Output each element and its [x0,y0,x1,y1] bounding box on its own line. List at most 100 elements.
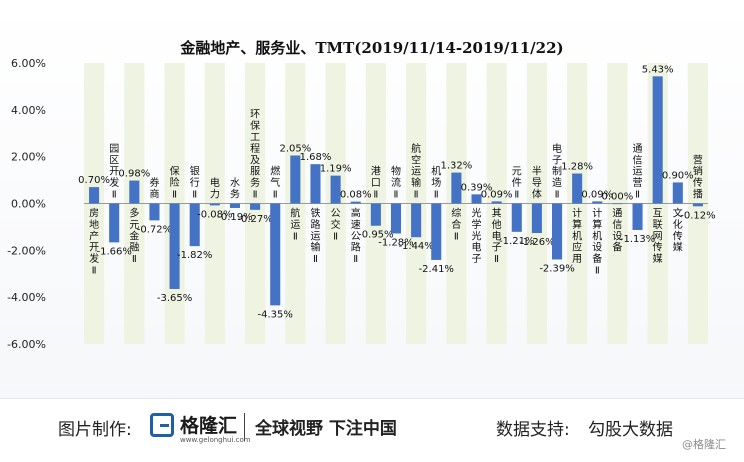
x-category-label: 物流 Ⅱ [391,165,401,201]
data-label: 1.32% [440,161,472,172]
x-category-label: 计算机设备 Ⅱ [592,207,602,277]
x-category-label: 铁路运输 Ⅱ [310,207,320,266]
bar [552,203,563,260]
bar [270,203,281,306]
data-label: -2.41% [419,264,454,275]
x-category-label: 通信设备 [612,208,622,254]
image-credit-label: 图片制作: [58,420,132,440]
x-category-label: 环保工程及服务 Ⅱ [250,110,260,201]
data-label: 0.98% [118,169,150,180]
bar [572,173,583,204]
data-label: -0.19% [217,212,252,223]
bar [250,203,261,210]
x-category-label: 公交 Ⅱ [331,209,341,243]
bar [592,201,603,204]
x-category-label: 水务 [230,177,240,200]
bar [310,164,321,204]
x-category-label: 光学光电子 [472,207,482,266]
data-label: 0.09% [481,189,513,200]
bar [209,203,220,206]
data-label: -1.66% [96,246,131,257]
chart-title: 金融地产、服务业、TMT(2019/11/14-2019/11/22) [179,39,563,57]
x-category-label: 园区开发 Ⅱ [109,143,119,201]
bar [612,203,623,205]
bar [431,203,442,260]
data-label: 0.70% [78,175,110,186]
bar [491,201,502,204]
x-category-label: 计算机应用 [572,207,582,266]
bar [229,203,240,208]
data-label: 0.09% [581,189,613,200]
y-tick-label: -2.00% [7,244,46,257]
bar [672,182,683,204]
bar [370,203,381,226]
bar [330,175,341,204]
bar [149,203,160,221]
x-category-label: 电力 [210,176,220,200]
x-category-label: 互联网传媒 [653,208,663,266]
data-label: 1.68% [300,152,332,163]
data-label: -0.08% [197,209,232,220]
x-category-label: 综合 Ⅱ [451,207,461,243]
brand-name: 格隆汇 [180,415,238,437]
bar [531,203,542,234]
y-tick-label: 4.00% [11,104,46,117]
x-category-label: 房地产开发 Ⅱ [89,207,99,277]
x-category-label: 文化传媒 [673,207,683,254]
footer-bar: 图片制作: 格隆汇 www.gelonghui.com 全球视野 下注中国 数据… [0,398,744,462]
x-category-label: 机场 Ⅱ [431,165,441,201]
x-category-label: 通信运营 Ⅱ [633,143,643,201]
data-label: -1.26% [519,237,554,248]
bar [350,201,361,204]
watermark: @格隆汇 [682,438,726,451]
data-label: 1.19% [320,164,352,175]
data-label: -1.44% [398,241,433,252]
data-label: 1.28% [561,162,593,173]
x-category-label: 保险 Ⅱ [170,165,180,201]
x-category-label: 航运 Ⅱ [290,207,300,243]
bar [471,194,482,204]
data-label: 0.90% [662,170,694,181]
data-label: -1.13% [620,234,655,245]
y-tick-label: 2.00% [11,151,46,164]
bar [109,203,120,243]
bar [632,203,643,230]
data-label: -4.35% [258,309,293,320]
bar [169,203,180,289]
bar [189,203,200,247]
data-label: -0.72% [137,224,172,235]
data-label: 0.08% [340,190,372,201]
x-category-label: 券商 [149,176,159,200]
x-category-label: 多元金融 Ⅱ [129,207,139,266]
data-label: 2.05% [279,143,311,154]
bar [129,180,140,204]
gelonghui-logo-icon [150,413,174,437]
data-label: 0.39% [461,182,493,193]
x-category-label: 燃气 Ⅱ [270,165,280,201]
data-label: -1.28% [378,237,413,248]
bar [451,172,462,204]
x-category-label: 电子制造 Ⅱ [552,142,562,201]
x-category-label: 半导体 [532,165,542,201]
data-label: 5.43% [642,64,674,75]
x-category-label: 其他电子 Ⅱ [492,208,502,266]
x-category-label: 元件 Ⅱ [512,167,522,201]
bar [411,203,422,238]
data-support-name: 勾股大数据 [588,420,673,440]
y-tick-label: -4.00% [7,291,46,304]
data-label: -0.95% [358,230,393,241]
y-tick-label: -6.00% [7,338,46,351]
bar [692,203,703,207]
bar [390,203,402,234]
data-label: -0.12% [680,210,715,221]
bar [511,203,522,232]
data-label: -0.27% [237,214,272,225]
bar [89,187,100,204]
data-support-label: 数据支持: [496,420,570,440]
brand-url: www.gelonghui.com [180,436,251,444]
bar [652,76,663,204]
x-category-label: 港口 Ⅱ [371,166,381,201]
data-label: -1.21% [499,236,534,247]
footer-divider [244,413,245,441]
